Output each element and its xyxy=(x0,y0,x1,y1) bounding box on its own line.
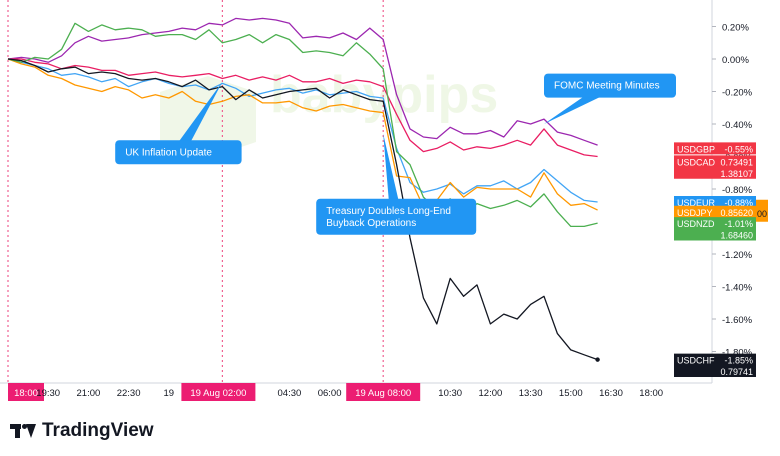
annotation-pointer xyxy=(383,133,403,218)
series-line-usdjpy xyxy=(7,58,598,211)
price-label: USDCHF -1.85% xyxy=(674,353,756,366)
logo-text: TradingView xyxy=(42,420,154,441)
price-label: USDGBP -0.55% xyxy=(674,142,756,155)
price-label-value: 0.85620 xyxy=(720,208,753,218)
price-label-pair: USDGBP xyxy=(677,144,715,154)
annotation-text: Buyback Operations xyxy=(326,218,416,229)
annotation-text: Treasury Doubles Long-End xyxy=(326,206,451,217)
price-label-value: -1.01% xyxy=(724,219,753,229)
x-tick-label: 13:30 xyxy=(519,388,543,399)
x-tick-highlight-box xyxy=(346,383,421,401)
y-tick-label: -0.40% xyxy=(722,120,753,131)
event-lines xyxy=(7,0,384,383)
series-line-usdnzd xyxy=(7,22,598,228)
price-label-value: -0.55% xyxy=(724,144,753,154)
x-tick-highlight-box xyxy=(8,383,44,401)
y-tick-label: -1.60% xyxy=(722,315,753,326)
price-label-box xyxy=(674,166,756,179)
series-line-usdgbp xyxy=(7,17,598,146)
x-tick-label: 06:00 xyxy=(318,388,342,399)
x-tick-label: 19:30 xyxy=(36,388,60,399)
y-tick-label: -1.20% xyxy=(722,250,753,261)
tradingview-logo-icon xyxy=(10,422,36,440)
price-label-pair: USDEUR xyxy=(677,198,716,208)
x-tick-label: 22:30 xyxy=(117,388,141,399)
annotation-callout: FOMC Meeting Minutes xyxy=(544,73,676,124)
right-price-labels: 00 USDGBP -0.55% USDCAD 0.73491 1.38107 USDEUR… xyxy=(674,142,768,377)
x-tick-label: 10:30 xyxy=(438,388,462,399)
price-label-value: -1.85% xyxy=(724,356,753,366)
x-tick-label: 18:00 xyxy=(639,388,663,399)
price-label: USDCAD 0.73491 xyxy=(674,155,756,168)
y-tick-label: -0.20% xyxy=(722,88,753,99)
price-label: USDJPY 0.85620 xyxy=(674,205,756,218)
y-tick-label: 0.00% xyxy=(722,55,749,66)
price-label: 1.68460 xyxy=(674,228,756,241)
clipped-label-text: 00 xyxy=(757,209,767,219)
x-tick-label: 16:30 xyxy=(599,388,623,399)
clipped-label-box xyxy=(756,199,768,222)
annotation-text: FOMC Meeting Minutes xyxy=(554,81,660,92)
annotation-box xyxy=(316,198,477,235)
series-line-usdcad xyxy=(8,58,598,158)
price-label-pair: USDCAD xyxy=(677,157,716,167)
price-label-value: 1.68460 xyxy=(720,231,753,241)
x-tick-label: 15:00 xyxy=(559,388,583,399)
series-group xyxy=(7,17,600,362)
price-label-box xyxy=(674,353,756,366)
annotation-box xyxy=(115,140,242,165)
price-label: 1.38107 xyxy=(674,166,756,179)
price-label-value: 0.79741 xyxy=(720,367,753,377)
annotation-callout: UK Inflation Update xyxy=(115,81,242,165)
price-label-box xyxy=(674,217,756,230)
x-tick-label: 19 Aug 02:00 xyxy=(190,388,246,399)
price-label-box xyxy=(674,142,756,155)
y-tick-label: -1.40% xyxy=(722,283,753,294)
annotation-text: UK Inflation Update xyxy=(125,147,212,158)
x-tick-label: 21:00 xyxy=(77,388,101,399)
price-label-value: 0.73491 xyxy=(720,157,753,167)
price-label-box xyxy=(674,365,756,377)
y-tick-label: -1.80% xyxy=(722,348,753,359)
y-axis: 0.20%0.00%-0.20%-0.40%-0.60%-0.80%-1.00%… xyxy=(712,23,753,359)
series-line-usdeur xyxy=(7,58,598,203)
annotation-box xyxy=(544,73,676,98)
price-label-box xyxy=(674,155,756,168)
x-tick-highlight-box xyxy=(181,383,256,401)
x-tick-label: 12:00 xyxy=(479,388,503,399)
price-label-pair: USDNZD xyxy=(677,219,715,229)
price-label-pair: USDCHF xyxy=(677,356,715,366)
y-tick-label: -0.80% xyxy=(722,185,753,196)
annotation-pointer xyxy=(173,81,223,156)
price-label-value: 1.38107 xyxy=(720,169,753,179)
series-endpoint-usdchf xyxy=(595,357,600,362)
price-label-box xyxy=(674,196,756,208)
price-label: USDNZD -1.01% xyxy=(674,217,756,230)
price-label-value: -0.88% xyxy=(724,198,753,208)
price-label: USDEUR -0.88% xyxy=(674,196,756,208)
price-label-box xyxy=(674,205,756,218)
x-tick-label: 19 xyxy=(164,388,175,399)
x-tick-label: 04:30 xyxy=(278,388,302,399)
y-tick-label: 0.20% xyxy=(722,23,749,34)
price-label-pair: USDJPY xyxy=(677,208,713,218)
annotations: UK Inflation Update Treasury Doubles Long… xyxy=(115,73,676,235)
price-label-box xyxy=(674,228,756,241)
series-line-usdchf xyxy=(7,58,598,361)
grid xyxy=(0,0,713,384)
x-tick-label: 19 Aug 08:00 xyxy=(355,388,411,399)
x-tick-label: 18:00 xyxy=(14,388,38,399)
tradingview-logo[interactable]: TradingView xyxy=(10,420,154,442)
price-label: 0.79741 xyxy=(674,365,756,377)
